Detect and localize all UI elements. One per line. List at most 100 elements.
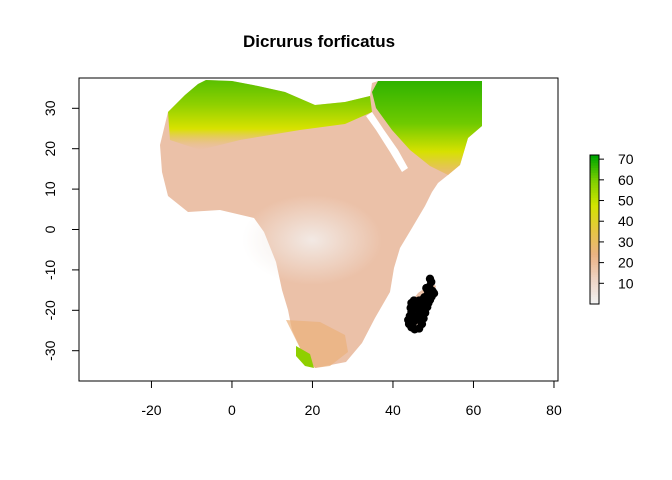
legend-tick-label: 20 [618, 255, 634, 271]
x-tick-label: 20 [305, 402, 321, 418]
x-tick-label: 60 [466, 402, 482, 418]
legend-color-step [590, 217, 599, 221]
legend-color-step [590, 281, 599, 285]
legend-color-step [590, 167, 599, 171]
occurrence-point [408, 318, 418, 327]
legend-color-bar [590, 155, 599, 305]
legend-color-step [590, 299, 599, 303]
legend-color-step [590, 174, 599, 178]
legend-color-step [590, 227, 599, 231]
occurrence-point [416, 316, 425, 326]
southern-tip-green [296, 346, 314, 368]
legend-color-step [590, 284, 599, 288]
y-tick-label: -30 [42, 340, 58, 360]
legend-tick-label: 10 [618, 275, 634, 291]
legend-color-step [590, 234, 599, 238]
legend-color-step [590, 229, 599, 233]
legend-color-step [590, 172, 599, 176]
legend-color-step [590, 199, 599, 203]
central-pale-region [242, 195, 382, 285]
legend-color-step [590, 182, 599, 186]
legend-color-step [590, 274, 599, 278]
legend-color-step [590, 222, 599, 226]
legend-frame [589, 154, 600, 305]
legend-tick-label: 60 [618, 172, 634, 188]
legend-color-step [590, 214, 599, 218]
y-tick-label: 10 [42, 181, 58, 197]
legend-color-step [590, 236, 599, 241]
legend-tick-label: 30 [618, 234, 634, 250]
legend-color-step [590, 209, 599, 213]
y-tick-label: 20 [42, 141, 58, 157]
legend-color-step [590, 157, 599, 161]
y-tick-label: -20 [42, 300, 58, 320]
legend-color-step [590, 294, 599, 298]
color-legend: 10 20 30 40 50 60 70 [589, 151, 634, 305]
legend-color-step [590, 296, 599, 300]
legend-tick-label: 70 [618, 151, 634, 167]
legend-color-step [590, 244, 599, 248]
y-tick-label: 30 [42, 100, 58, 116]
raster-layer [160, 80, 482, 368]
legend-color-step [590, 269, 599, 273]
legend-color-step [590, 177, 599, 181]
legend-color-step [590, 241, 599, 245]
arabia-high-values [372, 81, 482, 175]
red-sea-gap [366, 112, 408, 172]
legend-color-step [590, 246, 599, 250]
legend-color-step [590, 155, 599, 159]
x-tick-label: 0 [228, 402, 236, 418]
legend-color-step [590, 224, 599, 228]
x-tick-label: -20 [141, 402, 161, 418]
legend-color-step [590, 256, 599, 260]
y-tick-label: -10 [42, 260, 58, 280]
x-tick-label: 80 [546, 402, 562, 418]
y-axis: -30 -20 -10 0 10 20 30 [42, 100, 80, 361]
legend-color-step [590, 266, 599, 270]
legend-color-step [590, 251, 599, 255]
legend-color-step [590, 164, 599, 169]
southern-tip-peach [286, 320, 348, 368]
legend-color-step [590, 197, 599, 201]
legend-color-step [590, 249, 599, 253]
y-tick-label: 0 [42, 225, 58, 233]
x-tick-label: 40 [385, 402, 401, 418]
legend-tick-label: 50 [618, 193, 634, 209]
legend-color-step [590, 259, 599, 263]
legend-color-step [590, 279, 599, 283]
legend-color-step [590, 189, 599, 193]
legend-color-step [590, 179, 599, 183]
legend-color-step [590, 276, 599, 280]
occurrence-point [424, 298, 433, 308]
legend-color-step [590, 159, 599, 164]
legend-color-step [590, 301, 599, 305]
occurrence-points [404, 274, 439, 334]
legend-color-step [590, 184, 599, 188]
legend-color-step [590, 207, 599, 211]
legend-color-step [590, 202, 599, 206]
occurrence-point [416, 308, 426, 317]
legend-color-step [590, 289, 599, 293]
legend-color-step [590, 204, 599, 208]
legend-color-step [590, 169, 599, 173]
legend-color-step [590, 212, 599, 216]
legend-ticks: 10 20 30 40 50 60 70 [599, 151, 634, 291]
legend-color-step [590, 231, 599, 236]
legend-color-step [590, 162, 599, 166]
legend-color-step [590, 239, 599, 243]
occurrence-point [412, 300, 422, 310]
sahara-high-values [168, 80, 372, 150]
legend-color-step [590, 219, 599, 223]
map-title: Dicrurus forficatus [243, 32, 395, 51]
legend-color-step [590, 261, 599, 265]
legend-color-step [590, 192, 599, 196]
legend-color-step [590, 254, 599, 258]
legend-color-step [590, 194, 599, 198]
legend-color-step [590, 286, 599, 290]
legend-color-step [590, 291, 599, 295]
legend-color-step [590, 264, 599, 268]
x-axis: -20 0 20 40 60 80 [141, 380, 562, 418]
legend-color-step [590, 187, 599, 191]
legend-tick-label: 40 [618, 213, 634, 229]
